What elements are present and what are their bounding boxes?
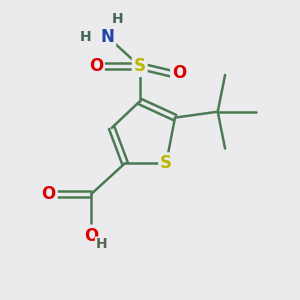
- Text: S: S: [160, 154, 172, 172]
- Text: O: O: [41, 185, 56, 203]
- Text: O: O: [84, 226, 98, 244]
- Text: O: O: [88, 57, 103, 75]
- Text: N: N: [100, 28, 114, 46]
- Text: O: O: [172, 64, 186, 82]
- Text: H: H: [112, 12, 123, 26]
- Text: H: H: [80, 30, 91, 44]
- Text: S: S: [134, 57, 146, 75]
- Text: H: H: [96, 237, 107, 251]
